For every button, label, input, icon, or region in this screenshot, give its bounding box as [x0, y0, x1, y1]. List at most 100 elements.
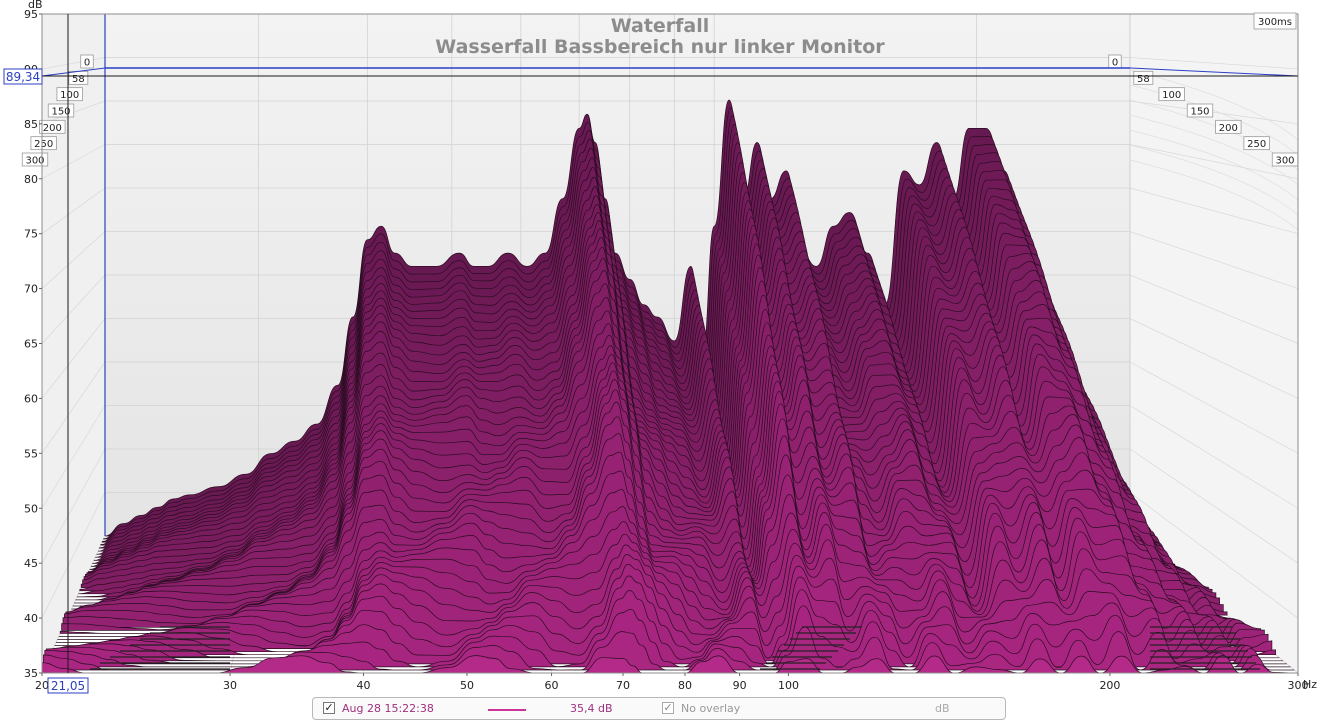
y-tick-label: 70 — [24, 283, 38, 296]
depth-guide — [1129, 129, 1299, 201]
y-tick-label: 55 — [24, 447, 38, 460]
left-grid-y — [41, 448, 106, 564]
depth-tick-left: 300 — [21, 152, 49, 167]
waterfall-slices — [41, 99, 1299, 674]
depth-tick-right: 150 — [1186, 103, 1214, 118]
x-tick-label: 70 — [616, 679, 630, 692]
depth-guide — [1129, 84, 1299, 156]
y-tick-label: 95 — [24, 8, 38, 21]
depth-tick-right: 200 — [1215, 119, 1242, 134]
y-tick-label: 65 — [24, 338, 38, 351]
svg-text:100: 100 — [1162, 90, 1181, 101]
y-tick-label: 50 — [24, 502, 38, 515]
depth-tick-right: 58 — [1133, 70, 1154, 85]
chart-title: Waterfall — [611, 15, 710, 37]
right-grid-y — [1129, 57, 1299, 70]
right-grid-y — [1129, 405, 1299, 509]
svg-text:150: 150 — [1190, 107, 1209, 118]
y-tick-label: 40 — [24, 612, 38, 625]
y-axis: 35404550556065707580859095 — [24, 8, 42, 680]
svg-text:100: 100 — [60, 90, 79, 101]
depth-tick-right: 100 — [1158, 87, 1185, 101]
x-axis-unit: Hz — [1303, 678, 1317, 691]
y-tick-label: 80 — [24, 173, 38, 186]
svg-text:150: 150 — [51, 107, 70, 118]
left-grid-y — [41, 274, 106, 344]
series-value: 35,4 dB — [570, 702, 613, 715]
left-grid-y — [41, 231, 106, 289]
left-grid-y — [41, 57, 106, 70]
waterfall-slice — [44, 605, 1291, 668]
svg-text:300ms: 300ms — [1258, 17, 1292, 28]
svg-text:58: 58 — [1137, 74, 1150, 85]
depth-tick-right: 250 — [1243, 136, 1270, 150]
svg-text:89,34: 89,34 — [6, 70, 40, 84]
depth-axis: 0 0 58 58 100 100 150 150 200 200 250 250 300 300 — [21, 14, 1299, 536]
cursor-right-line — [1129, 67, 1299, 77]
depth-guide — [1129, 144, 1299, 216]
x-tick-label: 20 — [35, 679, 49, 692]
y-tick-label: 35 — [24, 667, 38, 680]
x-axis: 20 30 40 50 60 70 80 90 100 200 300 — [35, 673, 1309, 692]
depth-guide — [1129, 114, 1299, 186]
left-grid-y — [41, 318, 106, 399]
depth-guide — [1129, 159, 1299, 231]
depth-tick-left: 150 — [47, 103, 75, 118]
depth-tick-left: 200 — [39, 119, 66, 134]
depth-tick-left: 58 — [68, 70, 89, 85]
svg-text:0: 0 — [1112, 58, 1118, 69]
right-grid-y — [1129, 231, 1299, 289]
depth-max-label: 300ms — [1253, 12, 1297, 30]
left-grid-y — [41, 187, 106, 234]
x-tick-label: 200 — [1099, 679, 1120, 692]
right-grid-y — [1129, 448, 1299, 564]
right-grid-y — [1129, 492, 1299, 619]
y-tick-label: 85 — [24, 118, 38, 131]
depth-tick-left: 250 — [30, 136, 57, 150]
x-tick-label: 90 — [733, 679, 747, 692]
depth-guide — [1129, 69, 1299, 141]
svg-text:250: 250 — [1247, 139, 1266, 150]
right-grid-y — [1129, 274, 1299, 344]
svg-text:21,05: 21,05 — [51, 679, 85, 693]
svg-text:0: 0 — [84, 58, 90, 69]
svg-text:300: 300 — [25, 156, 44, 167]
cursor-x-readout[interactable]: 21,05 — [47, 677, 89, 694]
x-tick-label: 40 — [356, 679, 370, 692]
right-grid-y — [1129, 187, 1299, 235]
right-grid-y — [1129, 144, 1299, 180]
depth-tick-left: 100 — [56, 87, 83, 101]
x-tick-label: 80 — [678, 679, 692, 692]
x-tick-label: 60 — [545, 679, 559, 692]
series-checkbox[interactable]: ✓ — [323, 701, 335, 714]
y-axis-unit: dB — [28, 0, 43, 11]
overlay-unit: dB — [935, 702, 950, 715]
right-grid-y — [1129, 361, 1299, 454]
depth-tick-right: 300 — [1271, 152, 1299, 167]
svg-text:200: 200 — [1219, 123, 1238, 134]
left-grid-y — [41, 405, 106, 509]
svg-text:300: 300 — [1275, 156, 1294, 167]
y-tick-label: 45 — [24, 557, 38, 570]
y-tick-label: 75 — [24, 228, 38, 241]
svg-text:200: 200 — [43, 123, 62, 134]
chart-subtitle: Wasserfall Bassbereich nur linker Monito… — [435, 36, 885, 58]
x-tick-label: 300 — [1288, 679, 1309, 692]
left-grid-y — [41, 492, 106, 619]
cursor-y-readout[interactable]: 89,34 — [3, 68, 43, 85]
legend-bar: ✓ Aug 28 15:22:38 35,4 dB ✓ No overlay d… — [312, 697, 1006, 720]
right-grid-y — [1129, 100, 1299, 125]
x-tick-label: 30 — [223, 679, 237, 692]
right-grid-y — [1129, 318, 1299, 399]
left-grid-y — [41, 144, 106, 180]
overlay-checkbox[interactable]: ✓ — [662, 701, 674, 714]
overlay-label: No overlay — [681, 702, 741, 715]
series-label: Aug 28 15:22:38 — [342, 702, 434, 715]
svg-text:250: 250 — [34, 139, 53, 150]
svg-text:58: 58 — [72, 74, 85, 85]
waterfall-slice — [41, 655, 1299, 674]
x-tick-label: 100 — [778, 679, 799, 692]
x-tick-label: 50 — [460, 679, 474, 692]
y-tick-label: 60 — [24, 392, 38, 405]
